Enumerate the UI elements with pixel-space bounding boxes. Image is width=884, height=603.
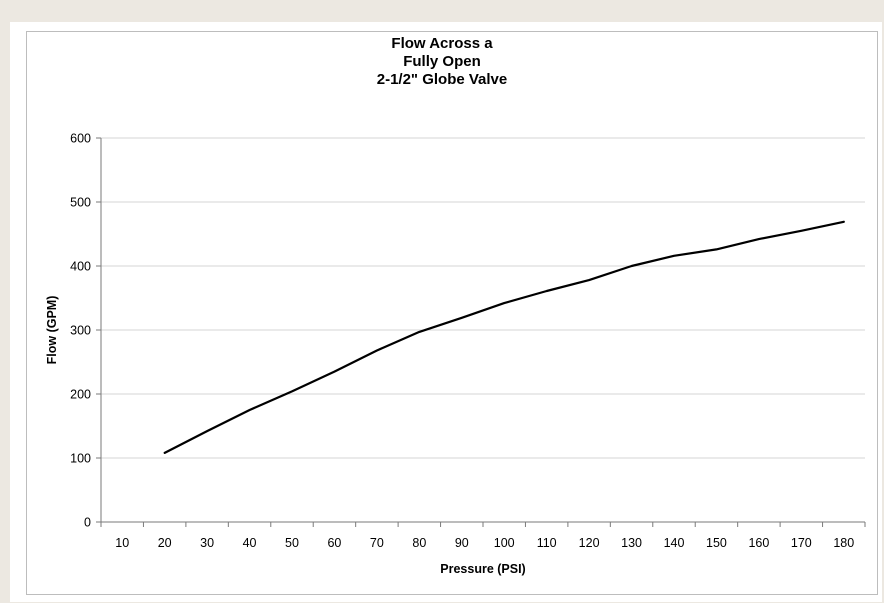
x-tick-label: 130 — [621, 536, 642, 550]
x-tick-label: 80 — [412, 536, 426, 550]
x-tick-label: 100 — [494, 536, 515, 550]
x-tick-label: 90 — [455, 536, 469, 550]
x-tick-label: 10 — [115, 536, 129, 550]
x-tick-label: 30 — [200, 536, 214, 550]
x-tick-label: 150 — [706, 536, 727, 550]
chart-title-line-3: 2-1/2" Globe Valve — [376, 71, 508, 88]
y-tick-label: 400 — [70, 260, 91, 274]
x-tick-label: 60 — [327, 536, 341, 550]
x-tick-label: 160 — [748, 536, 769, 550]
x-tick-label: 70 — [370, 536, 384, 550]
x-tick-label: 120 — [579, 536, 600, 550]
y-tick-label: 300 — [70, 324, 91, 338]
series-group — [163, 220, 845, 454]
chart-title-line-2: Fully Open — [403, 53, 481, 70]
chart-title: Flow Across a Fully Open 2-1/2" Globe Va… — [0, 35, 884, 89]
x-tick-label: 170 — [791, 536, 812, 550]
y-tick-label: 100 — [70, 452, 91, 466]
gridlines — [101, 137, 865, 459]
y-axis-title: Flow (GPM) — [45, 296, 59, 365]
x-tick-label: 20 — [158, 536, 172, 550]
x-tick-label: 140 — [664, 536, 685, 550]
x-tick-label: 40 — [243, 536, 257, 550]
x-tick-label: 50 — [285, 536, 299, 550]
x-axis-ticks: 10 20 30 40 50 60 70 80 90 100 110 120 130 140 150 160 1… — [100, 522, 866, 550]
chart-title-line-1: Flow Across a — [391, 35, 493, 52]
y-axis-ticks: 0 100 200 300 400 500 600 — [70, 132, 101, 530]
chart-area — [26, 31, 878, 595]
x-axis-title: Pressure (PSI) — [440, 562, 525, 576]
series-line — [163, 220, 845, 454]
x-tick-label: 110 — [537, 536, 557, 550]
y-tick-label: 500 — [70, 196, 91, 210]
y-tick-label: 0 — [84, 516, 91, 530]
y-tick-label: 600 — [70, 132, 91, 146]
y-tick-label: 200 — [70, 388, 91, 402]
x-tick-label: 180 — [833, 536, 854, 550]
